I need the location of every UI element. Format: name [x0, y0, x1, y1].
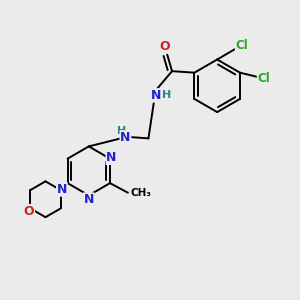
Text: H: H	[117, 127, 126, 136]
Text: Cl: Cl	[236, 39, 248, 52]
Text: N: N	[106, 151, 117, 164]
Text: H: H	[162, 90, 172, 100]
Text: Cl: Cl	[257, 72, 270, 85]
Text: O: O	[160, 40, 170, 53]
Text: N: N	[151, 89, 161, 102]
Text: O: O	[24, 205, 34, 218]
Text: N: N	[57, 183, 67, 196]
Text: CH₃: CH₃	[131, 188, 152, 198]
Text: N: N	[84, 193, 94, 206]
Text: N: N	[120, 131, 130, 144]
